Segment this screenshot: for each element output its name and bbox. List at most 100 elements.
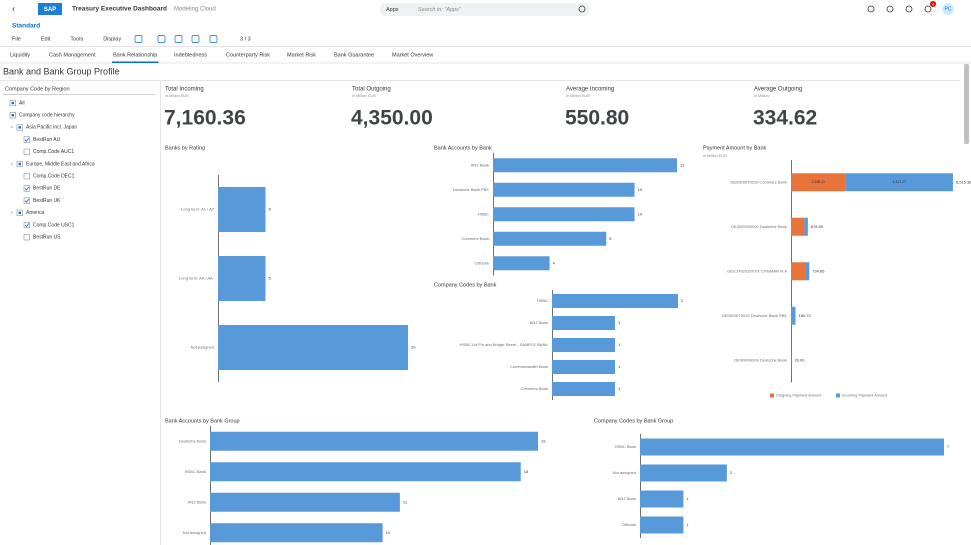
tab[interactable]: Counterparty Risk — [226, 52, 270, 58]
search-icon[interactable] — [578, 5, 586, 13]
bar-segment[interactable] — [805, 262, 810, 281]
toolbar-icon[interactable] — [134, 35, 143, 43]
bar[interactable] — [493, 231, 607, 246]
checkbox[interactable] — [23, 173, 30, 180]
bar[interactable] — [640, 490, 684, 508]
menu-button[interactable]: Edit — [41, 36, 51, 42]
search-scope[interactable]: Apps — [386, 7, 399, 13]
bar[interactable] — [210, 523, 383, 543]
bar[interactable] — [210, 431, 538, 451]
data-label: 18 — [524, 469, 529, 474]
legend-label[interactable]: Incoming Payment Amount — [842, 394, 888, 398]
partial-mark — [11, 114, 14, 117]
filter-item[interactable]: Company code hierarchy — [19, 113, 75, 119]
checkbox[interactable] — [23, 221, 30, 229]
tab[interactable]: Market Overview — [392, 52, 433, 58]
checkbox[interactable] — [23, 197, 30, 204]
category-label: DE/DE0070010 Commerz Bank — [731, 179, 787, 184]
scrollbar[interactable] — [964, 64, 969, 144]
settings-icon[interactable] — [886, 5, 894, 13]
check-mark — [24, 137, 30, 142]
search-field[interactable] — [380, 3, 590, 16]
bar[interactable] — [493, 158, 677, 173]
category-label: Commerz Bank — [520, 386, 548, 391]
tab[interactable]: Cash Management — [49, 52, 96, 58]
bar[interactable] — [218, 256, 266, 301]
category-label: DE/DE0500000 Deutsche Bank — [731, 224, 787, 229]
checkbox[interactable] — [23, 234, 30, 241]
bar-segment[interactable] — [791, 262, 806, 281]
bar-segment[interactable] — [791, 306, 796, 325]
bar[interactable] — [493, 256, 550, 271]
checkbox[interactable] — [23, 136, 30, 143]
bar-segment[interactable] — [804, 217, 808, 236]
bar[interactable] — [640, 438, 944, 456]
bar-segment[interactable] — [791, 217, 805, 236]
tab[interactable]: Bank Guarantee — [334, 52, 374, 58]
search-placeholder[interactable]: Search in: "Apps" — [418, 7, 462, 13]
toolbar-icon[interactable] — [209, 35, 218, 43]
bar[interactable] — [210, 492, 400, 512]
tab[interactable]: Bank Relationship — [113, 52, 157, 58]
bar[interactable] — [218, 187, 266, 232]
kpi-value: 550.80 — [565, 107, 629, 130]
app-title[interactable]: Treasury Executive Dashboard — [72, 6, 167, 13]
check-mark — [24, 198, 30, 203]
menu-button[interactable]: Display — [103, 36, 121, 42]
filter-item[interactable]: Comp.Code USC1 — [33, 222, 75, 228]
filter-item[interactable]: BestRun UK — [33, 198, 61, 204]
filter-item[interactable]: All — [19, 100, 25, 106]
bar[interactable] — [552, 360, 615, 374]
bar-segment[interactable] — [791, 173, 846, 192]
variant[interactable]: Standard — [12, 23, 40, 30]
bar[interactable] — [552, 294, 678, 308]
data-label: 4 — [553, 260, 556, 265]
bar-segment[interactable] — [845, 173, 953, 192]
checkbox[interactable] — [23, 185, 30, 192]
back-button[interactable]: ‹ — [12, 3, 15, 13]
bar[interactable] — [218, 325, 408, 370]
bar[interactable] — [640, 516, 684, 534]
data-label: 1 — [618, 342, 621, 347]
toolbar-icon[interactable] — [191, 35, 200, 43]
bar[interactable] — [640, 464, 727, 482]
filter-item[interactable]: Asia Pacific incl. Japan — [26, 125, 77, 131]
filter-item[interactable]: BestRun AU — [33, 137, 61, 143]
info-icon[interactable] — [905, 5, 913, 13]
chart-title: Bank Accounts by Bank — [434, 145, 492, 151]
tab[interactable]: Market Risk — [287, 52, 316, 58]
data-label: 5 — [269, 207, 272, 212]
bar[interactable] — [552, 338, 615, 352]
filter-item[interactable]: Comp.Code DEC1 — [33, 174, 75, 180]
bar[interactable] — [552, 316, 615, 330]
menu-button[interactable]: Tools — [70, 36, 83, 42]
bell-icon[interactable] — [924, 5, 932, 13]
kpi-title: Total Incoming — [165, 87, 204, 93]
tab-bar — [0, 47, 971, 63]
data-label: 7 — [947, 444, 950, 449]
filter-item[interactable]: Europe, Middle East and Africa — [26, 161, 95, 167]
bar[interactable] — [210, 462, 521, 482]
bar[interactable] — [552, 382, 615, 396]
bar[interactable] — [493, 207, 635, 222]
toolbar-icon[interactable] — [157, 35, 166, 43]
checkbox[interactable] — [23, 148, 30, 155]
tab[interactable]: Indebtedness — [174, 52, 207, 58]
filter-title: Company Code by Region — [5, 86, 70, 92]
filter-item[interactable]: BestRun US — [33, 235, 61, 241]
tab[interactable]: Liquidity — [10, 52, 30, 58]
filter-item[interactable]: Comp.Code AUC1 — [33, 149, 74, 155]
check-mark — [24, 223, 30, 228]
expander[interactable]: › — [11, 210, 13, 216]
bar[interactable] — [493, 182, 635, 197]
avatar[interactable] — [942, 3, 954, 15]
filter-item[interactable]: America — [26, 210, 45, 216]
help-icon[interactable] — [867, 5, 875, 13]
legend-label[interactable]: Outgoing Payment Amount — [776, 394, 822, 398]
filter-item[interactable]: BestRun DE — [33, 186, 61, 192]
expander[interactable]: › — [11, 125, 13, 131]
menu-button[interactable]: File — [12, 36, 21, 42]
expander[interactable]: › — [11, 161, 13, 167]
toolbar-icon[interactable] — [174, 35, 183, 43]
